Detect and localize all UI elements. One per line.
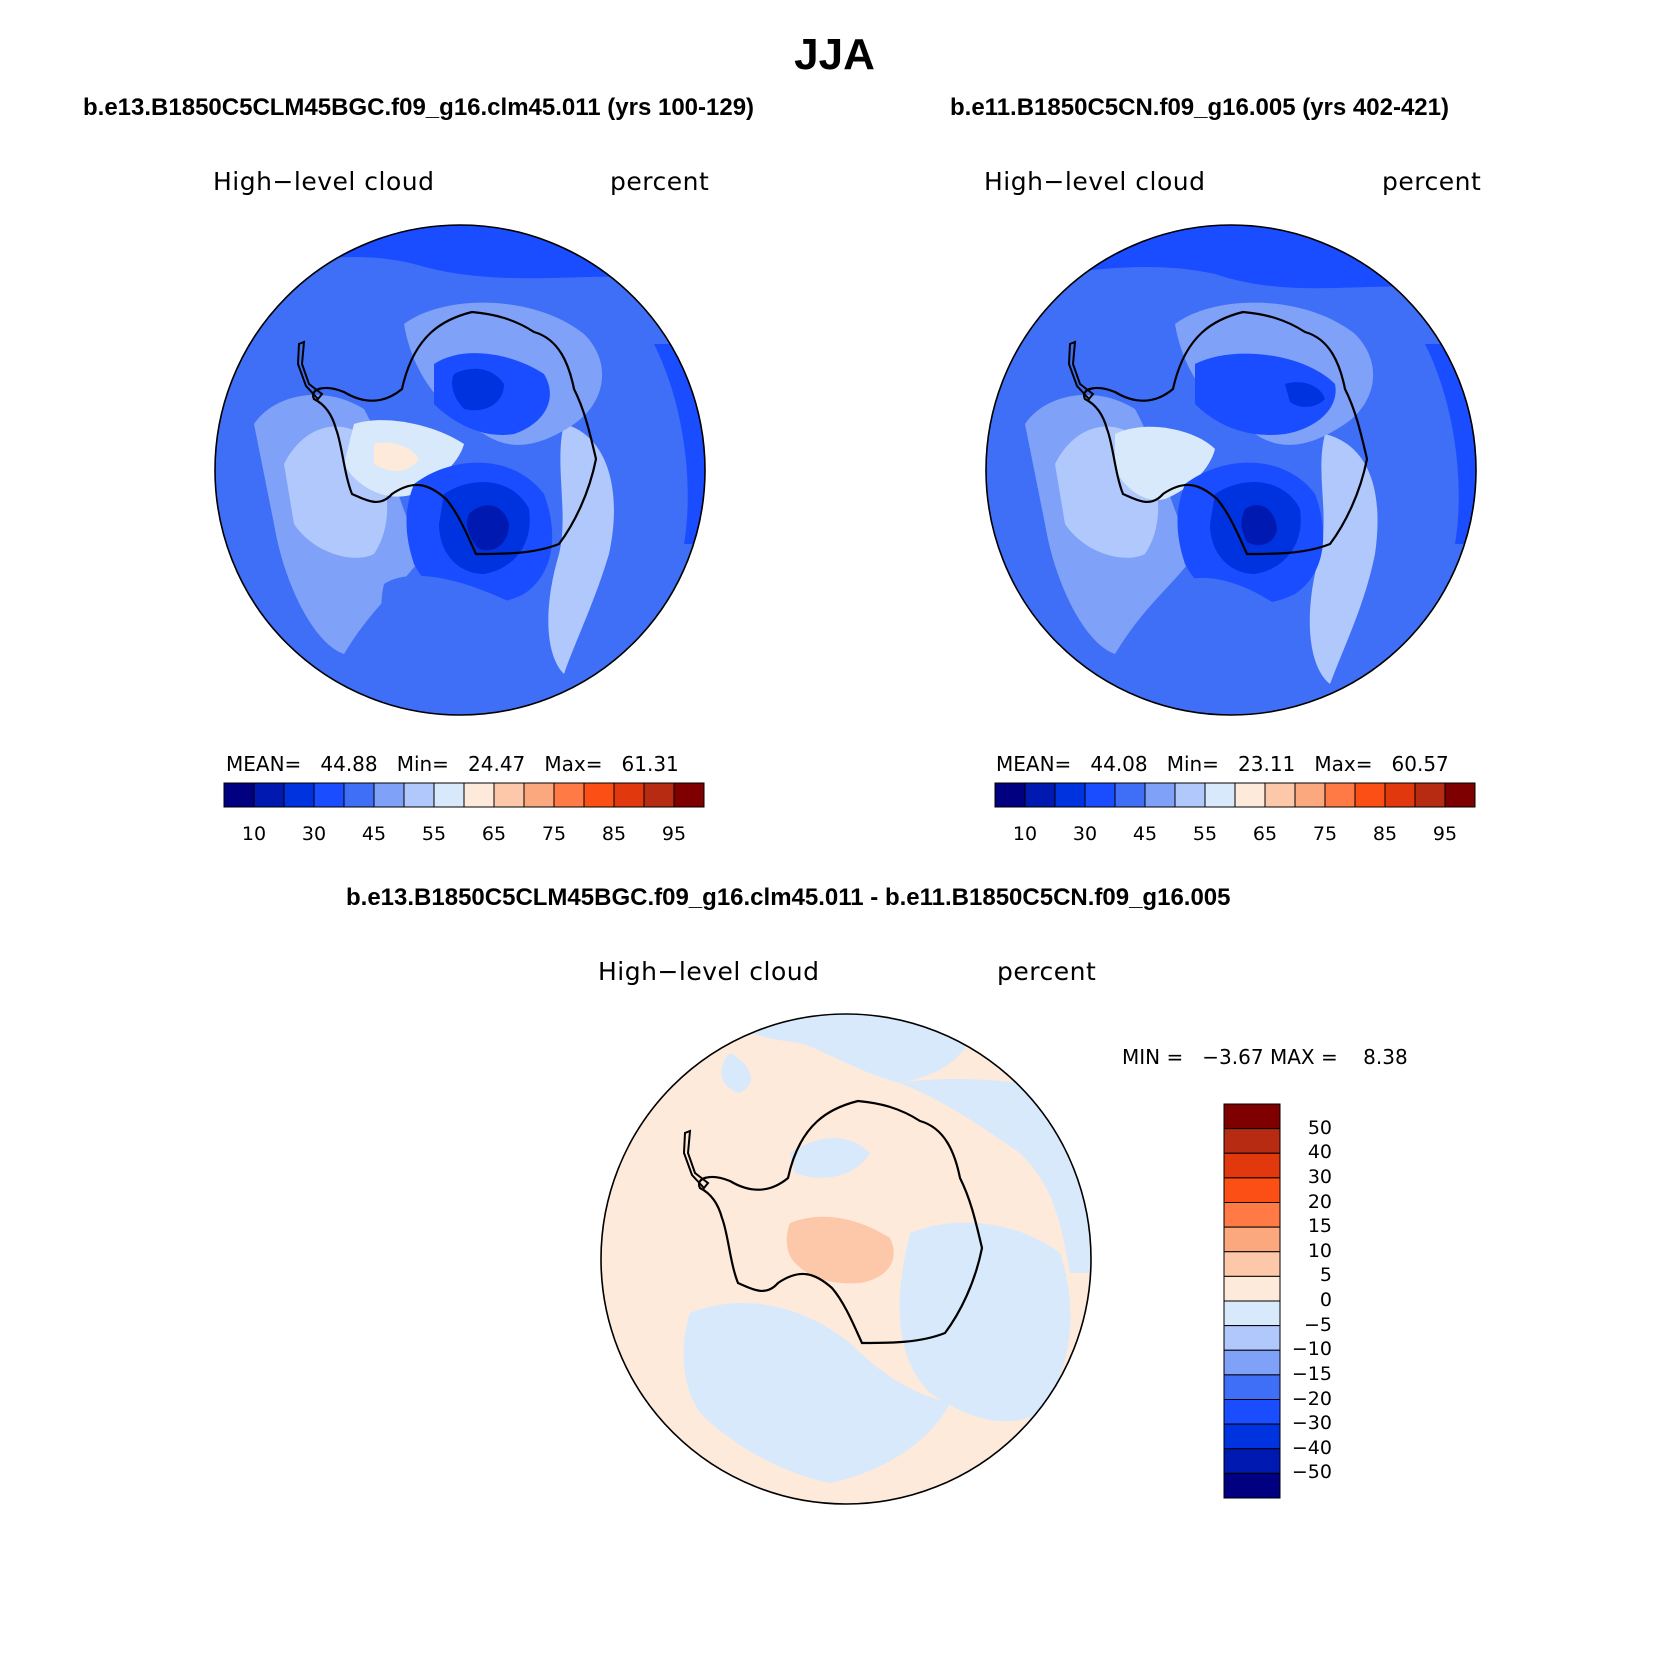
colorbar-tick-label: 15 <box>1307 1215 1332 1238</box>
colorbar-swatch <box>1054 782 1086 808</box>
colorbar-tick-label: 95 <box>1432 823 1458 845</box>
right-stats: MEAN= 44.08 Min= 23.11 Max= 60.57 <box>996 752 1449 776</box>
colorbar-swatch <box>1223 1300 1281 1327</box>
colorbar-swatch <box>463 782 495 808</box>
diff-variable-label: High−level cloud <box>598 957 820 986</box>
right-units-label: percent <box>1382 167 1482 196</box>
colorbar-tick-label: 5 <box>1319 1264 1332 1287</box>
colorbar-swatch <box>1223 1177 1281 1203</box>
left-variable-label: High−level cloud <box>213 167 435 196</box>
colorbar-swatch <box>1024 782 1056 808</box>
colorbar-tick-label: 75 <box>1312 823 1338 845</box>
colorbar-tick-label: 65 <box>481 823 507 845</box>
left-units-label: percent <box>610 167 710 196</box>
diff-case-title: b.e13.B1850C5CLM45BGC.f09_g16.clm45.011 … <box>346 884 1231 911</box>
colorbar-swatch <box>373 782 405 808</box>
diff-stats: MIN = −3.67 MAX = 8.38 <box>1122 1045 1408 1069</box>
colorbar-swatch <box>1114 782 1146 808</box>
colorbar-tick-label: 10 <box>1012 823 1038 845</box>
colorbar-swatch <box>1414 782 1446 808</box>
colorbar-swatch <box>1223 1251 1281 1277</box>
right-polar-map <box>985 224 1477 716</box>
colorbar-tick-label: −5 <box>1303 1313 1332 1336</box>
left-polar-map <box>214 224 706 716</box>
colorbar-tick-label: 20 <box>1307 1190 1332 1213</box>
colorbar-swatch <box>403 782 435 808</box>
colorbar-tick-label: −15 <box>1291 1362 1332 1385</box>
colorbar-swatch <box>223 782 255 808</box>
colorbar-swatch <box>1223 1325 1281 1351</box>
colorbar-swatch <box>1223 1152 1281 1179</box>
colorbar-swatch <box>1354 782 1386 808</box>
colorbar-swatch <box>1384 782 1416 808</box>
diff-units-label: percent <box>997 957 1097 986</box>
right-colorbar <box>994 782 1476 808</box>
diff-polar-map <box>600 1013 1092 1505</box>
colorbar-tick-label: 55 <box>421 823 447 845</box>
colorbar-swatch <box>1084 782 1116 808</box>
colorbar-tick-label: −10 <box>1291 1338 1332 1361</box>
colorbar-swatch <box>583 782 615 808</box>
colorbar-tick-label: 85 <box>601 823 627 845</box>
right-variable-label: High−level cloud <box>984 167 1206 196</box>
colorbar-tick-label: −20 <box>1291 1387 1332 1410</box>
colorbar-swatch <box>1223 1374 1281 1400</box>
colorbar-swatch <box>1223 1128 1281 1154</box>
figure-title: JJA <box>794 30 875 79</box>
colorbar-swatch <box>523 782 555 808</box>
left-colorbar <box>223 782 705 808</box>
colorbar-swatch <box>1324 782 1356 808</box>
colorbar-swatch <box>643 782 675 808</box>
colorbar-swatch <box>1223 1399 1281 1425</box>
colorbar-swatch <box>433 782 465 808</box>
colorbar-tick-label: −40 <box>1291 1436 1332 1459</box>
colorbar-swatch <box>1223 1349 1281 1376</box>
colorbar-swatch <box>493 782 525 808</box>
colorbar-swatch <box>283 782 315 808</box>
colorbar-swatch <box>994 782 1026 808</box>
colorbar-swatch <box>1223 1472 1281 1499</box>
colorbar-swatch <box>1444 782 1476 808</box>
colorbar-swatch <box>1223 1423 1281 1450</box>
colorbar-swatch <box>553 782 585 808</box>
colorbar-tick-label: 0 <box>1319 1289 1332 1311</box>
colorbar-tick-label: 50 <box>1307 1116 1332 1139</box>
colorbar-swatch <box>1223 1448 1281 1474</box>
colorbar-swatch <box>1294 782 1326 808</box>
colorbar-tick-label: 30 <box>1072 823 1098 845</box>
diff-colorbar <box>1223 1103 1281 1499</box>
colorbar-swatch <box>343 782 375 808</box>
left-stats: MEAN= 44.88 Min= 24.47 Max= 61.31 <box>226 752 679 776</box>
colorbar-tick-label: 55 <box>1192 823 1218 845</box>
colorbar-swatch <box>613 782 645 808</box>
colorbar-swatch <box>313 782 345 808</box>
right-case-title: b.e11.B1850C5CN.f09_g16.005 (yrs 402-421… <box>950 94 1449 121</box>
colorbar-swatch <box>1223 1226 1281 1253</box>
colorbar-swatch <box>1234 782 1266 808</box>
colorbar-swatch <box>1223 1202 1281 1228</box>
colorbar-swatch <box>1174 782 1206 808</box>
colorbar-tick-label: 10 <box>1307 1239 1332 1262</box>
colorbar-swatch <box>1223 1103 1281 1130</box>
colorbar-tick-label: 45 <box>361 823 387 845</box>
colorbar-swatch <box>1223 1275 1281 1302</box>
colorbar-tick-label: −50 <box>1291 1461 1332 1484</box>
colorbar-tick-label: 85 <box>1372 823 1398 845</box>
colorbar-tick-label: 10 <box>241 823 267 845</box>
colorbar-tick-label: 75 <box>541 823 567 845</box>
colorbar-swatch <box>253 782 285 808</box>
colorbar-tick-label: 95 <box>661 823 687 845</box>
colorbar-tick-label: −30 <box>1291 1412 1332 1435</box>
colorbar-swatch <box>1144 782 1176 808</box>
left-case-title: b.e13.B1850C5CLM45BGC.f09_g16.clm45.011 … <box>83 94 755 121</box>
colorbar-tick-label: 30 <box>301 823 327 845</box>
colorbar-tick-label: 65 <box>1252 823 1278 845</box>
colorbar-swatch <box>673 782 705 808</box>
colorbar-swatch <box>1204 782 1236 808</box>
colorbar-tick-label: 30 <box>1307 1165 1332 1188</box>
colorbar-tick-label: 40 <box>1307 1141 1332 1164</box>
colorbar-swatch <box>1264 782 1296 808</box>
colorbar-tick-label: 45 <box>1132 823 1158 845</box>
